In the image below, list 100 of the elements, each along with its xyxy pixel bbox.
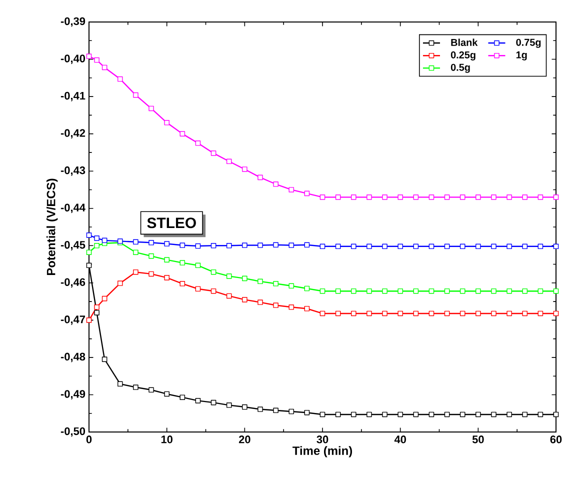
point xyxy=(304,190,310,196)
point xyxy=(258,300,263,305)
point xyxy=(522,412,528,418)
point xyxy=(133,92,138,98)
point xyxy=(382,194,388,200)
x-tick-label: 10 xyxy=(161,436,172,444)
point xyxy=(366,310,372,316)
point xyxy=(491,288,496,294)
point xyxy=(195,243,201,249)
point xyxy=(210,150,216,156)
y-tick-label: -0,48 xyxy=(60,352,86,362)
point xyxy=(180,281,186,286)
point xyxy=(117,76,123,82)
point xyxy=(538,288,544,294)
point xyxy=(506,288,512,294)
point xyxy=(444,194,450,200)
y-tick-label: -0,45 xyxy=(60,240,86,250)
point xyxy=(320,310,326,316)
point xyxy=(382,412,388,418)
point xyxy=(133,384,138,390)
y-tick-label: -0,47 xyxy=(60,316,85,325)
point xyxy=(210,288,216,294)
point xyxy=(460,288,466,294)
point xyxy=(444,310,450,316)
point xyxy=(180,131,186,136)
point xyxy=(242,166,248,172)
point xyxy=(304,306,310,312)
point xyxy=(195,398,201,404)
point xyxy=(522,244,528,250)
point xyxy=(366,244,372,250)
point xyxy=(242,404,248,410)
y-axis-title: Potential (V/ECS) xyxy=(46,178,58,276)
point xyxy=(335,194,341,200)
x-axis-title: Time (min) xyxy=(292,446,352,458)
point xyxy=(320,412,326,418)
point xyxy=(180,242,186,248)
point xyxy=(164,257,170,262)
point xyxy=(288,187,294,192)
point xyxy=(382,244,388,250)
point xyxy=(553,310,559,316)
point xyxy=(538,412,544,418)
point xyxy=(413,288,419,294)
point xyxy=(273,302,278,308)
point xyxy=(164,275,170,280)
point xyxy=(102,296,108,302)
x-tick-label: 40 xyxy=(394,436,406,444)
point xyxy=(94,310,100,316)
point xyxy=(428,412,434,418)
point xyxy=(133,250,138,255)
point xyxy=(210,242,216,248)
point xyxy=(195,286,201,292)
point xyxy=(210,400,216,406)
point xyxy=(350,288,356,294)
point xyxy=(350,194,356,200)
point xyxy=(117,381,123,387)
point xyxy=(476,412,481,418)
point xyxy=(258,406,263,412)
y-tick-label: -0,41 xyxy=(60,92,86,102)
point xyxy=(86,250,92,255)
point xyxy=(180,394,186,400)
point xyxy=(522,288,528,294)
point xyxy=(148,106,154,112)
y-tick-label: -0,44 xyxy=(60,204,86,214)
point xyxy=(258,278,263,284)
point xyxy=(366,288,372,294)
point xyxy=(320,244,326,250)
point xyxy=(398,244,403,250)
point xyxy=(226,293,232,299)
point xyxy=(413,194,419,200)
point xyxy=(506,244,512,250)
point xyxy=(304,242,310,248)
x-tick-label: 50 xyxy=(472,436,484,444)
point xyxy=(320,288,326,294)
point xyxy=(491,310,496,316)
point xyxy=(476,310,481,316)
point xyxy=(491,412,496,418)
point xyxy=(476,244,481,250)
point xyxy=(428,244,434,250)
point xyxy=(226,158,232,164)
point xyxy=(102,238,108,244)
point xyxy=(273,281,278,286)
legend-label: 0.5g xyxy=(450,64,470,73)
point xyxy=(242,242,248,248)
point xyxy=(506,194,512,200)
point xyxy=(117,280,123,286)
point xyxy=(164,120,170,126)
point xyxy=(258,242,263,248)
annotation: STLEO xyxy=(147,218,196,228)
legend-label: 1g xyxy=(516,51,527,60)
y-tick-label: -0,42 xyxy=(60,129,86,138)
point xyxy=(428,310,434,316)
point xyxy=(335,288,341,294)
point xyxy=(86,54,92,59)
point xyxy=(553,412,559,418)
point xyxy=(94,57,100,63)
point xyxy=(180,260,186,266)
legend-label: 0.75g xyxy=(516,38,541,48)
point xyxy=(102,356,108,362)
point xyxy=(413,412,419,418)
point xyxy=(444,244,450,250)
